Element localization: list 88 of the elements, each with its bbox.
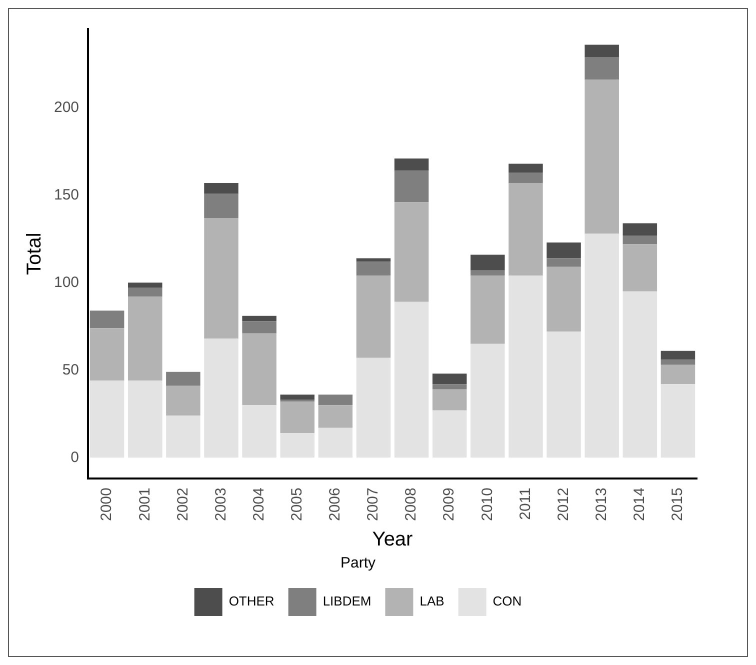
bar (356, 262, 391, 276)
bar (546, 242, 581, 258)
bar (318, 428, 353, 458)
legend-label: CON (492, 594, 522, 609)
x-tick-label: 2014 (631, 488, 648, 522)
bar (546, 258, 581, 267)
bar (318, 405, 353, 428)
bar (128, 380, 162, 458)
bar (242, 405, 276, 458)
bar (166, 386, 200, 416)
x-tick-label: 2004 (250, 488, 268, 522)
bar (204, 218, 238, 339)
bar (90, 310, 124, 328)
y-tick-label: 50 (62, 361, 80, 378)
bar (280, 433, 314, 458)
bar (432, 389, 467, 410)
bar (622, 244, 658, 292)
bar (432, 384, 467, 390)
bar (470, 276, 505, 344)
x-tick-label: 2012 (554, 488, 572, 522)
legend-label: OTHER (228, 594, 274, 609)
bar (280, 402, 314, 434)
bar (584, 80, 619, 234)
bar (204, 338, 238, 458)
bar (90, 380, 124, 458)
bar (660, 384, 696, 458)
x-tick-label: 2000 (98, 488, 116, 522)
y-tick-label: 0 (70, 448, 80, 466)
y-axis-title: Total (24, 232, 46, 275)
bar (128, 288, 162, 297)
bar (622, 235, 658, 244)
bar (622, 223, 658, 236)
bar (394, 302, 429, 458)
bar (508, 276, 543, 458)
y-tick-label: 150 (54, 186, 80, 204)
bar (166, 372, 200, 386)
bar (584, 56, 619, 80)
bar (394, 158, 429, 171)
y-tick-label: 100 (54, 274, 80, 291)
x-axis-title: Year (372, 528, 414, 551)
bar (318, 394, 353, 406)
bar (356, 358, 391, 458)
bar (546, 332, 581, 458)
bar (128, 296, 162, 381)
bar (508, 172, 543, 183)
bar (242, 321, 276, 334)
bar (432, 374, 467, 384)
bar (470, 344, 505, 458)
bar (508, 182, 543, 276)
legend-title: Party (340, 554, 376, 572)
bar (660, 360, 696, 365)
x-tick-label: 2007 (364, 488, 382, 522)
legend-label: LAB (420, 594, 444, 609)
bar (622, 291, 658, 458)
x-tick-label: 2002 (174, 488, 192, 522)
bar (584, 44, 619, 57)
bar (394, 202, 429, 302)
bar (394, 170, 429, 202)
bar (584, 234, 619, 458)
bar (128, 282, 162, 288)
x-tick-label: 2005 (288, 488, 306, 522)
x-tick-label: 2001 (136, 488, 154, 522)
x-tick-label: 2015 (669, 488, 686, 522)
x-tick-label: 2010 (478, 488, 496, 522)
bar (432, 410, 467, 458)
bar (660, 364, 696, 384)
x-tick-label: 2003 (212, 488, 230, 522)
bar (356, 276, 391, 358)
bar (660, 350, 696, 360)
x-tick-label: 2011 (516, 488, 534, 520)
bar (166, 416, 200, 458)
bar (470, 254, 505, 270)
bar (356, 258, 391, 262)
bar (90, 328, 124, 381)
bar (242, 316, 276, 322)
bar (470, 270, 505, 276)
x-tick-label: 2006 (326, 488, 344, 522)
y-tick-label: 200 (54, 98, 80, 116)
bar (280, 394, 314, 400)
bar (204, 182, 238, 194)
x-tick-label: 2008 (402, 488, 420, 522)
x-tick-label: 2013 (592, 488, 610, 522)
legend-label: LIBDEM (322, 594, 372, 609)
x-tick-label: 2009 (440, 488, 458, 522)
bar (204, 193, 238, 218)
bar (546, 266, 581, 332)
bar (508, 164, 543, 172)
bar (242, 333, 276, 406)
